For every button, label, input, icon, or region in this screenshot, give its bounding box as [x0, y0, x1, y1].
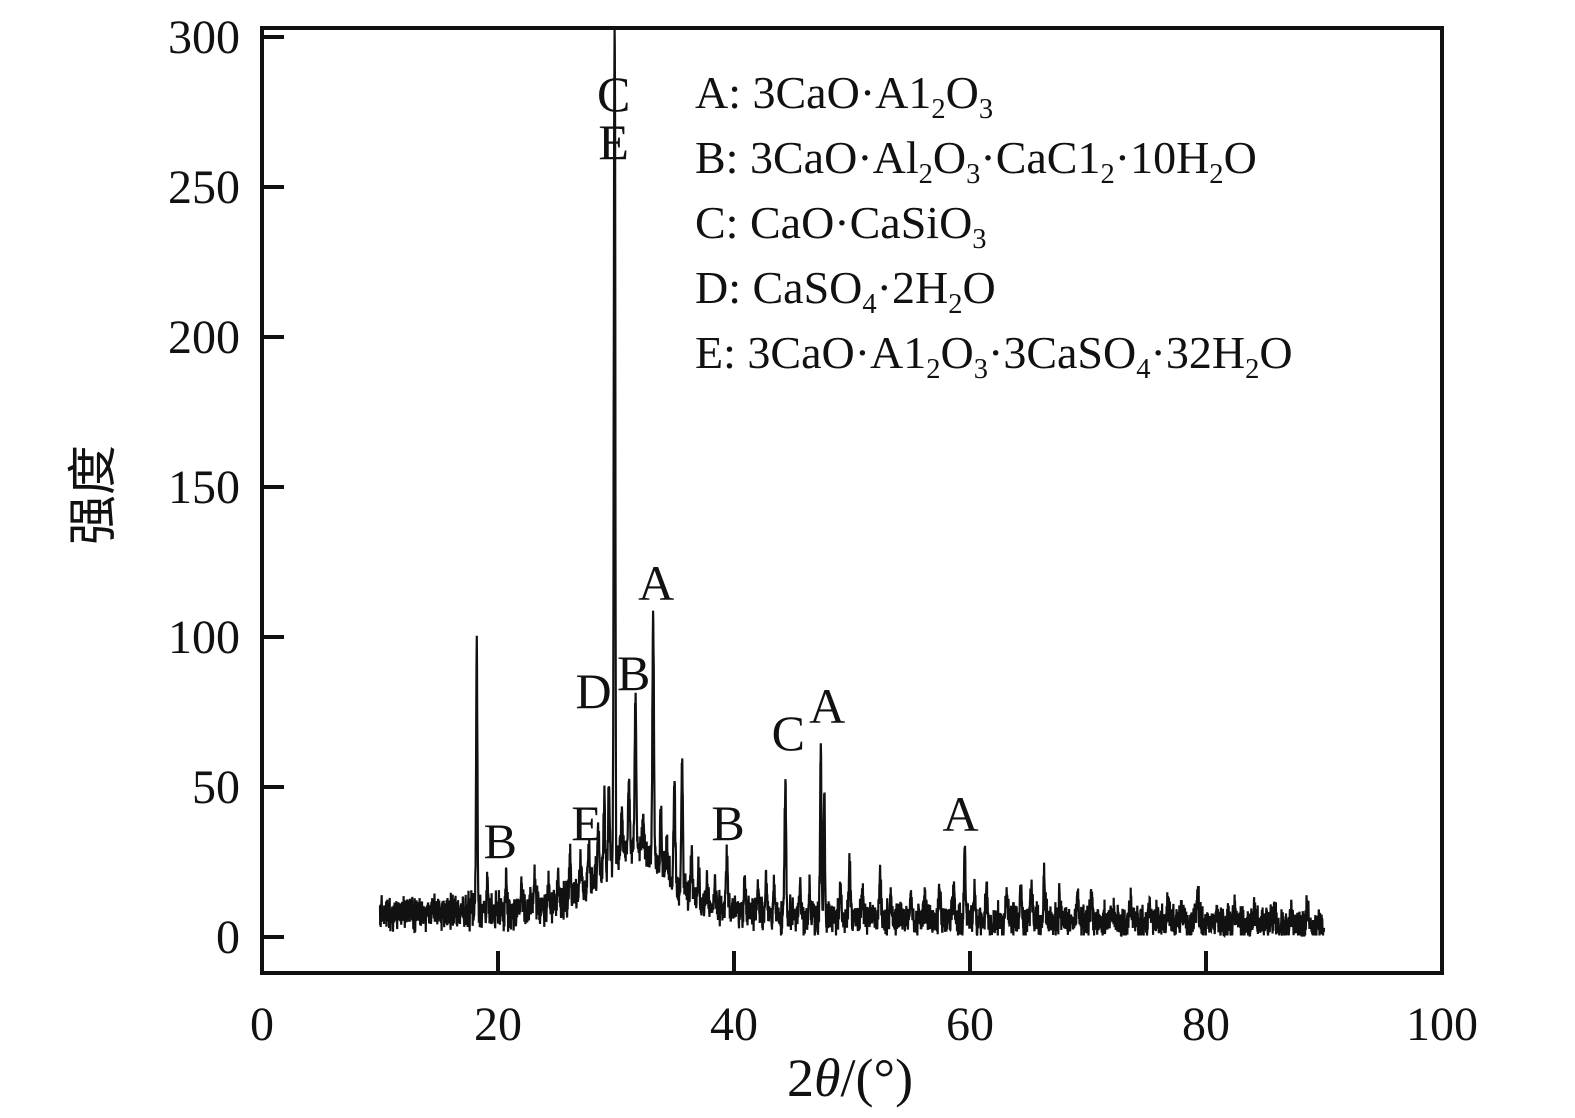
- legend-key: A:: [695, 67, 753, 118]
- legend-item-B: B: 3CaO·Al2O3·CaC12·10H2O: [695, 132, 1257, 191]
- x-tick-label: 80: [1182, 998, 1230, 1051]
- legend-item-D: D: CaSO4·2H2O: [695, 262, 996, 321]
- plot-frame: [260, 26, 1444, 975]
- peak-label-E: E: [598, 114, 629, 170]
- x-tick-label: 0: [250, 998, 274, 1051]
- peak-label-A: A: [809, 678, 845, 734]
- y-tick-label: 50: [192, 761, 240, 814]
- peak-label-C: C: [772, 705, 805, 761]
- x-axis-title: 2θ/(°): [787, 1048, 913, 1108]
- y-tick-label: 150: [168, 461, 240, 514]
- y-tick-label: 100: [168, 611, 240, 664]
- legend-key: D:: [695, 262, 753, 313]
- legend-key: B:: [695, 132, 750, 183]
- peak-label-A: A: [638, 555, 674, 611]
- legend-item-A: A: 3CaO·A12O3: [695, 67, 994, 126]
- y-axis-title: 强度: [65, 445, 121, 545]
- peak-label-B: B: [484, 813, 517, 869]
- legend-item-E: E: 3CaO·A12O3·3CaSO4·32H2O: [695, 327, 1293, 386]
- y-tick-label: 0: [216, 911, 240, 964]
- legend: A: 3CaO·A12O3 B: 3CaO·Al2O3·CaC12·10H2O C:…: [695, 60, 1293, 385]
- legend-key: C:: [695, 197, 750, 248]
- x-tick-label: 40: [710, 998, 758, 1051]
- peak-label-A: A: [943, 786, 979, 842]
- x-tick-label: 100: [1406, 998, 1478, 1051]
- peak-label-B: B: [617, 645, 650, 701]
- y-tick-label: 250: [168, 161, 240, 214]
- legend-key: E:: [695, 327, 748, 378]
- peak-label-D: D: [576, 663, 612, 719]
- peak-label-E: E: [571, 795, 602, 851]
- y-tick-label: 200: [168, 311, 240, 364]
- diffraction-trace: [378, 28, 1326, 939]
- peak-label-C: C: [597, 66, 630, 122]
- legend-item-C: C: CaO·CaSiO3: [695, 197, 987, 256]
- y-tick-label: 300: [168, 11, 240, 64]
- x-tick-label: 20: [474, 998, 522, 1051]
- peak-label-B: B: [711, 795, 744, 851]
- x-tick-label: 60: [946, 998, 994, 1051]
